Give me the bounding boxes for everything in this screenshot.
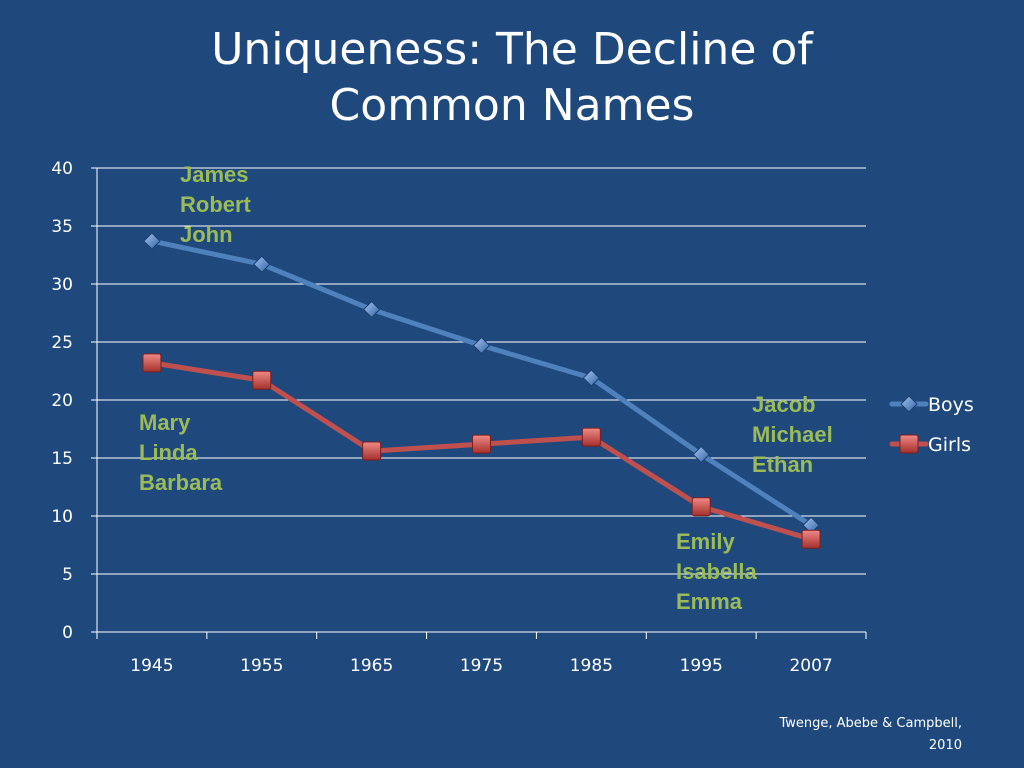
y-tick-label: 35 bbox=[51, 217, 73, 237]
data-point-girls bbox=[252, 370, 272, 390]
citation-line-2: 2010 bbox=[928, 738, 962, 753]
legend: Boys Girls bbox=[889, 394, 974, 456]
x-tick-label: 1945 bbox=[130, 656, 173, 676]
data-point-girls bbox=[362, 441, 382, 461]
slide-title-line-1: Uniqueness: The Decline of bbox=[211, 24, 813, 75]
data-point-boys bbox=[362, 300, 381, 319]
annotation-name: Linda bbox=[139, 440, 198, 465]
x-tick-label: 1975 bbox=[460, 656, 503, 676]
data-point-boys bbox=[472, 336, 491, 355]
x-tick-label: 1985 bbox=[570, 656, 613, 676]
annotation-boys-2007: Jacob Michael Ethan bbox=[752, 390, 833, 480]
annotation-name: James bbox=[180, 162, 249, 187]
y-tick-label: 5 bbox=[62, 565, 73, 585]
data-point-girls bbox=[142, 353, 162, 373]
series bbox=[142, 232, 821, 549]
x-tick-label: 1955 bbox=[240, 656, 283, 676]
annotation-name: Michael bbox=[752, 422, 833, 447]
annotation-name: Jacob bbox=[752, 392, 816, 417]
data-point-girls bbox=[581, 427, 601, 447]
y-tick-label: 20 bbox=[51, 391, 73, 411]
annotation-name: Emma bbox=[676, 589, 743, 614]
legend-label-girls: Girls bbox=[928, 434, 971, 456]
x-tick-label: 2007 bbox=[789, 656, 832, 676]
data-point-boys bbox=[582, 369, 601, 387]
annotation-name: Mary bbox=[139, 410, 191, 435]
annotation-boys-1945: James Robert John bbox=[180, 160, 251, 250]
y-tick-label: 30 bbox=[51, 275, 73, 295]
citation-line-1: Twenge, Abebe & Campbell, bbox=[779, 716, 962, 731]
y-tick-label: 15 bbox=[51, 449, 73, 469]
y-tick-label: 0 bbox=[62, 623, 73, 643]
data-point-boys bbox=[253, 255, 271, 273]
x-tick-label: 1995 bbox=[680, 656, 723, 676]
annotation-girls-2007: Emily Isabella Emma bbox=[676, 527, 757, 617]
annotation-name: Barbara bbox=[139, 470, 223, 495]
data-point-boys bbox=[143, 232, 161, 250]
axes: 0 5 10 15 20 25 30 35 40 1945 1955 1965 1975 1985 1995… bbox=[51, 159, 867, 676]
legend-label-boys: Boys bbox=[928, 394, 974, 416]
citation: Twenge, Abebe & Campbell, 2010 bbox=[779, 713, 962, 757]
y-tick-label: 10 bbox=[51, 507, 73, 527]
annotation-name: John bbox=[180, 222, 233, 247]
annotation-name: Robert bbox=[180, 192, 251, 217]
annotation-name: Ethan bbox=[752, 452, 814, 477]
data-point-girls bbox=[801, 529, 821, 549]
annotation-name: Isabella bbox=[676, 559, 757, 584]
data-point-boys bbox=[692, 445, 710, 464]
y-tick-label: 40 bbox=[51, 159, 73, 179]
annotation-name: Emily bbox=[676, 529, 735, 554]
slide-title: Uniqueness: The Decline of Common Names bbox=[0, 22, 1024, 134]
slide-title-line-2: Common Names bbox=[329, 80, 695, 131]
y-tick-label: 25 bbox=[51, 333, 73, 353]
gridlines bbox=[97, 167, 866, 575]
x-tick-label: 1965 bbox=[350, 656, 393, 676]
annotation-girls-1945: Mary Linda Barbara bbox=[139, 408, 222, 498]
legend-marker-boys bbox=[900, 395, 918, 413]
legend-marker-girls bbox=[899, 434, 919, 454]
data-point-girls bbox=[691, 497, 711, 517]
data-point-girls bbox=[472, 434, 491, 454]
